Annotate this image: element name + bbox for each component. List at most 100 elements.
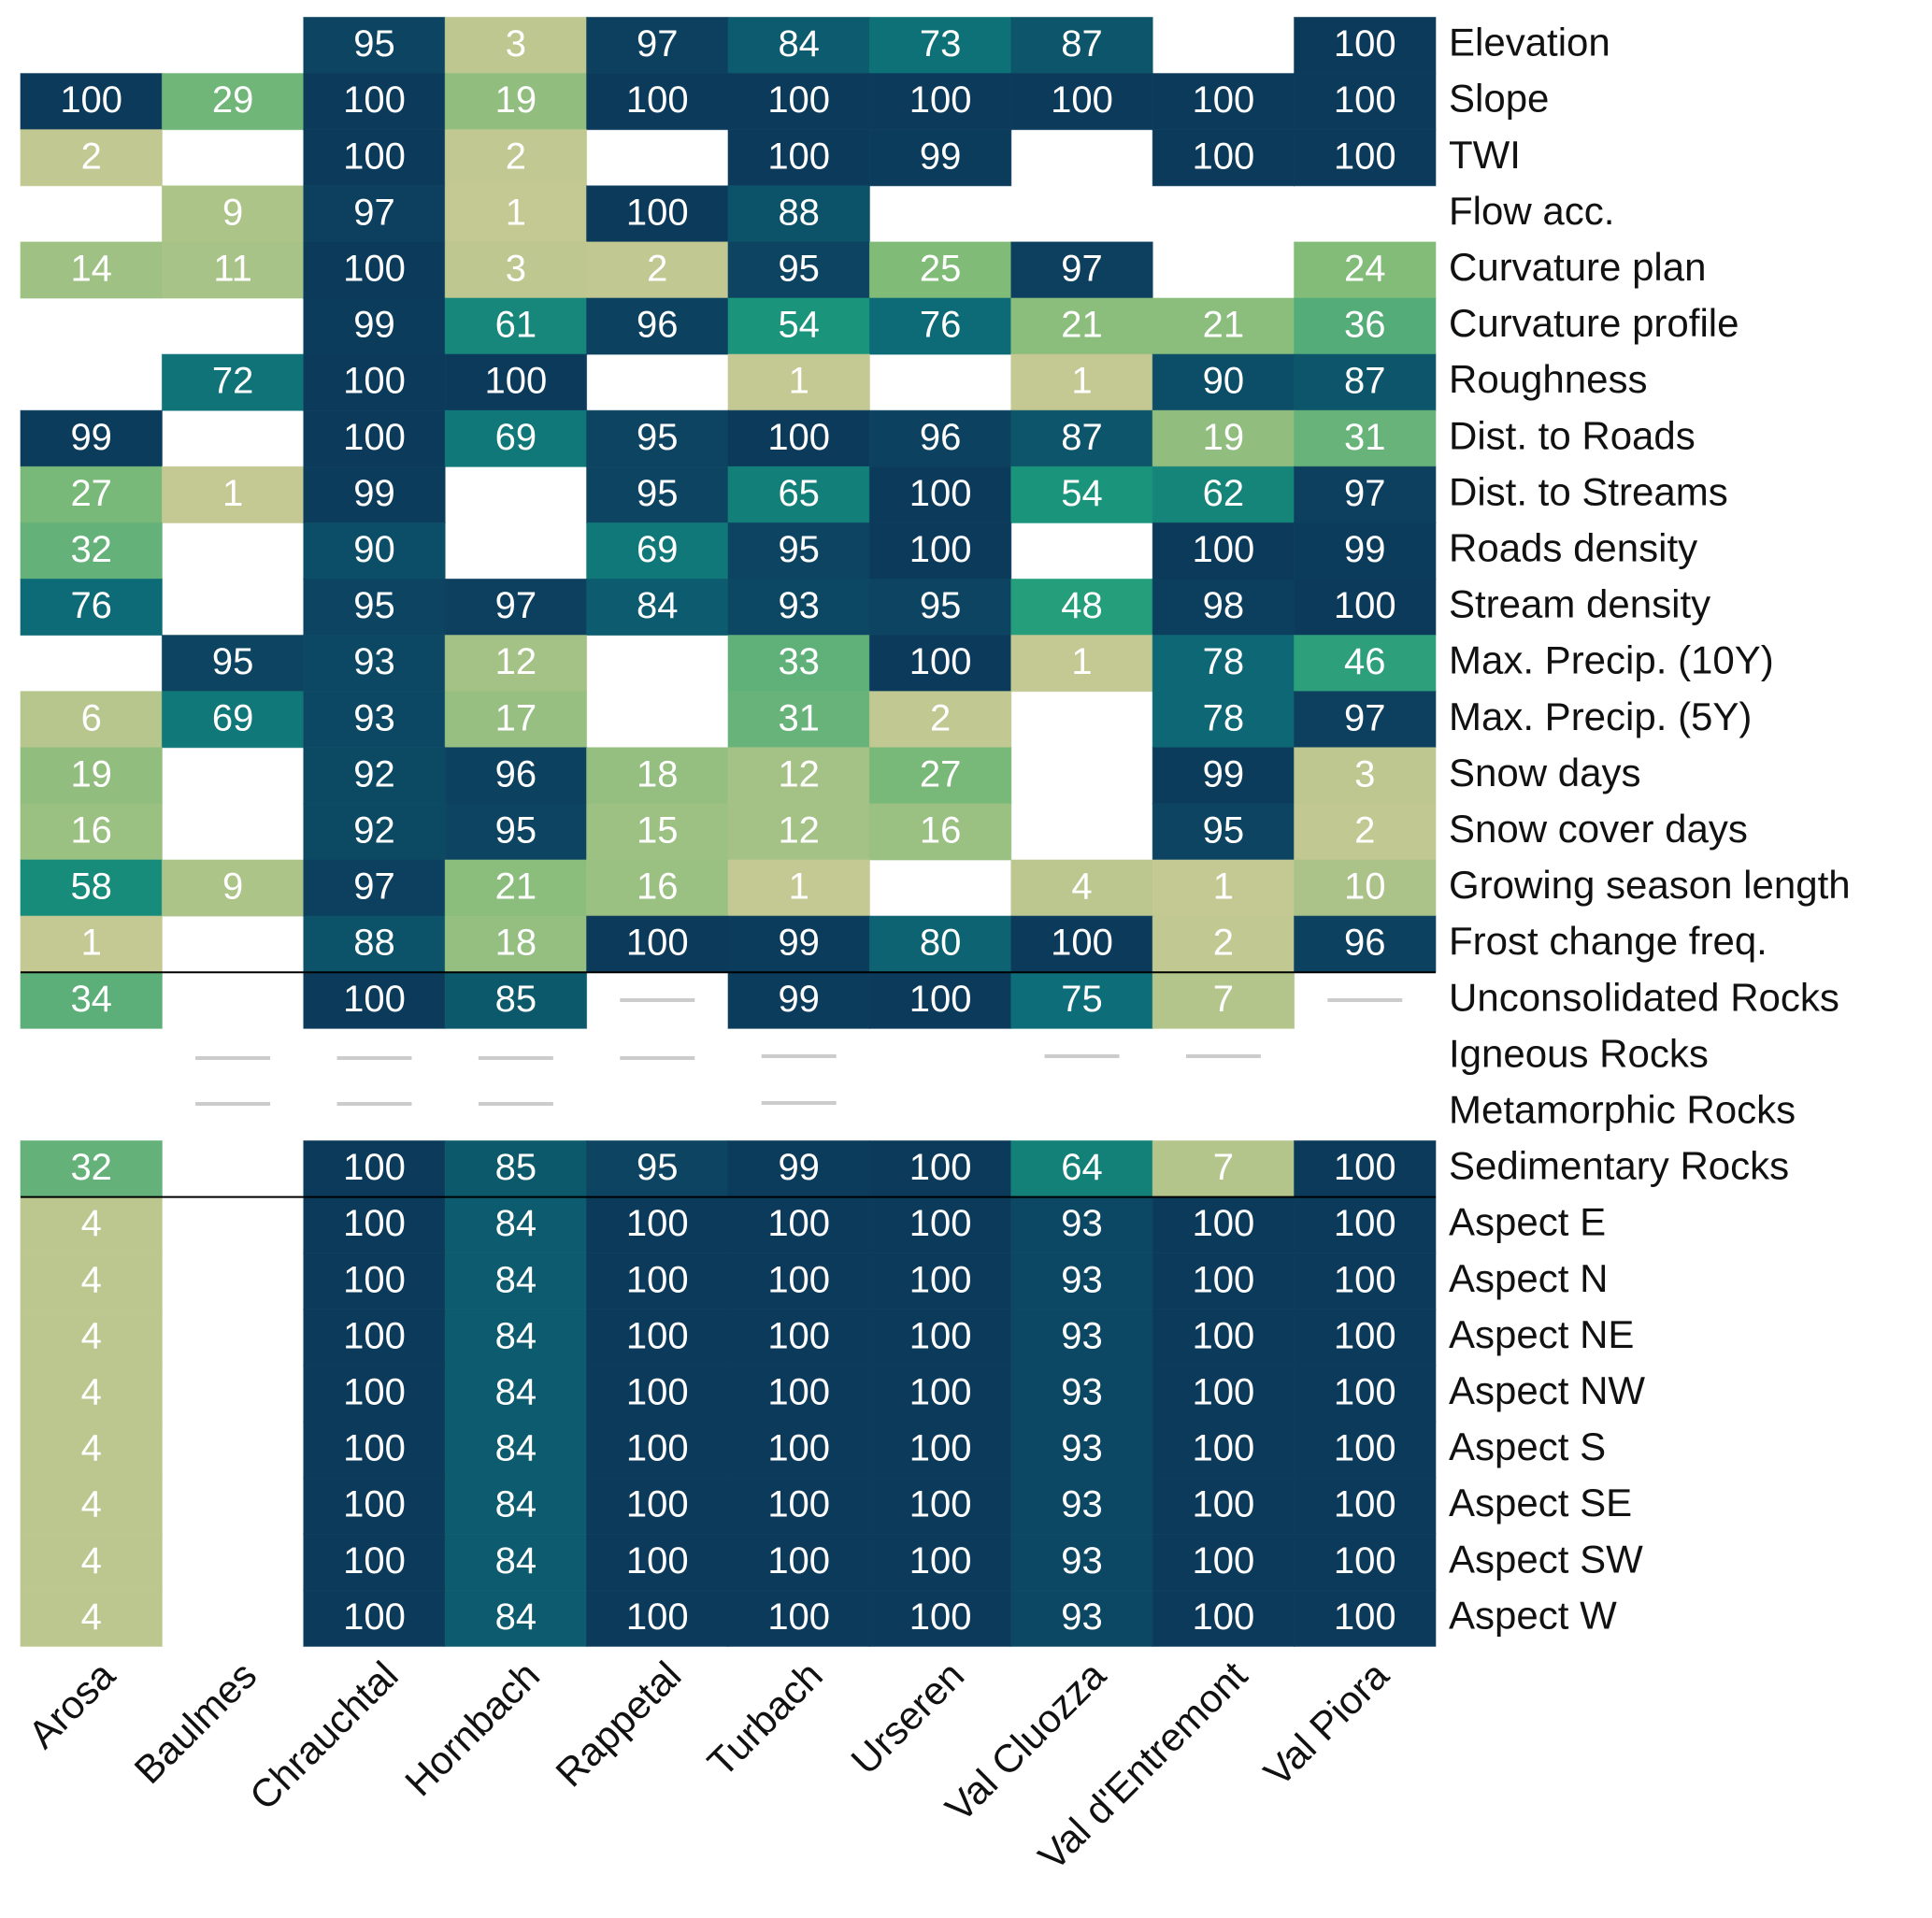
cell [1010,17,1153,75]
cell-label: 4 [81,1484,102,1525]
cell [20,522,163,580]
cell [444,353,588,411]
cell-label: 27 [920,753,962,794]
cell [868,691,1012,749]
cell [1010,73,1153,131]
cell [868,579,1012,637]
cell-label: 95 [495,810,537,852]
column-label: Baulmes [126,1653,265,1792]
cell [20,747,163,805]
cell-label: 99 [778,923,820,964]
cell [444,17,588,75]
cell-label: 61 [495,305,537,346]
cell-label: 100 [767,417,830,458]
cell [444,1309,588,1367]
cell [586,1533,729,1591]
cell-label: 100 [1051,923,1113,964]
cell [444,1365,588,1423]
cell-label: 97 [353,866,395,908]
cell-label: 99 [1344,529,1386,570]
cell [868,635,1012,693]
cell [444,1252,588,1310]
cell-label: 93 [1061,1484,1103,1525]
cell-label: 4 [81,1203,102,1244]
cell [1010,859,1153,917]
cell-label: 100 [1334,1484,1396,1525]
cell [1010,1140,1153,1198]
cell-label: 2 [647,249,667,290]
cell [727,241,870,299]
cell-label: 100 [626,1315,689,1356]
cell [727,859,870,917]
cell [1152,465,1295,523]
cell [727,635,870,693]
cell-label: 2 [1213,923,1234,964]
cell [444,579,588,637]
cell-label: 21 [1203,305,1245,346]
cell-label: 100 [626,1203,689,1244]
cell [303,409,446,467]
cell-label: 100 [909,473,972,514]
cell [303,971,446,1029]
cell-label: 100 [909,79,972,121]
cell-label: 84 [637,585,679,626]
cell [868,1421,1012,1479]
cell-label: 69 [212,697,254,738]
cell [161,73,305,131]
cell [20,73,163,131]
cell [868,1309,1012,1367]
cell [444,185,588,243]
cell [1294,1365,1437,1423]
row-label: Aspect S [1449,1424,1606,1468]
cell-label: 46 [1344,641,1386,682]
cell [444,859,588,917]
cell-label: 97 [1061,249,1103,290]
cell [868,1477,1012,1535]
dashes [195,998,1403,1106]
cell-label: 4 [81,1315,102,1356]
cell [303,465,446,523]
cell-label: 100 [767,79,830,121]
cell-label: 84 [495,1315,537,1356]
cell-label: 29 [212,79,254,121]
cell [444,129,588,187]
cell-label: 100 [909,641,972,682]
cell [161,465,305,523]
cell-label: 99 [353,305,395,346]
cell [586,1365,729,1423]
cell [303,1533,446,1591]
cell-label: 100 [60,79,122,121]
row-label: Aspect SW [1449,1537,1643,1581]
cell [1152,129,1295,187]
cell [20,803,163,861]
cell-label: 99 [778,1147,820,1188]
cell [586,747,729,805]
column-label: Rappetal [547,1653,689,1795]
cell-label: 32 [70,1147,112,1188]
cell [303,635,446,693]
cell-label: 100 [626,1596,689,1638]
cell-label: 85 [495,1147,537,1188]
cell-label: 100 [767,1540,830,1582]
cell-label: 100 [343,1540,406,1582]
cell [1294,522,1437,580]
row-label: TWI [1449,133,1521,177]
cell-label: 100 [1193,529,1255,570]
cell [444,409,588,467]
cell-label: 84 [495,1372,537,1413]
cell-label: 76 [70,585,112,626]
cell-label: 95 [1203,810,1245,852]
cell [1294,1533,1437,1591]
cell-label: 100 [626,1540,689,1582]
cell [161,353,305,411]
cell-label: 78 [1203,641,1245,682]
cell-label: 84 [495,1203,537,1244]
cell [868,465,1012,523]
cell [444,915,588,973]
cell-label: 87 [1061,417,1103,458]
cell [20,1196,163,1254]
cell-label: 31 [1344,417,1386,458]
cell-label: 48 [1061,585,1103,626]
cell-label: 97 [637,23,679,64]
cell-label: 97 [1344,473,1386,514]
